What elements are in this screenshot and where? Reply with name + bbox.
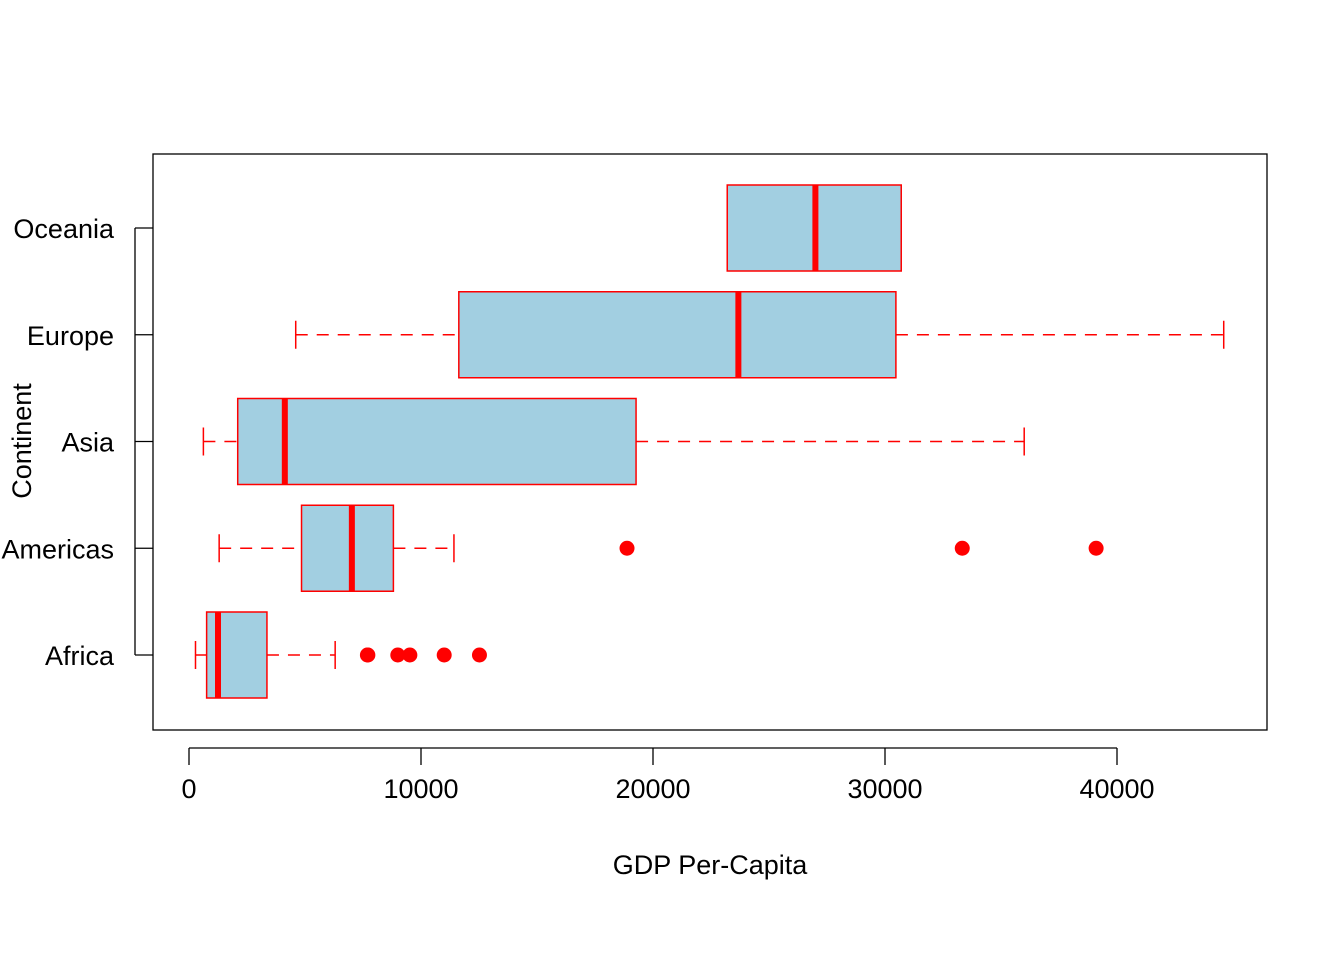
x-tick-label: 30000 [847,774,922,804]
box-oceania [726,184,902,272]
x-tick-label: 40000 [1079,774,1154,804]
y-tick-label: Oceania [13,214,115,244]
y-tick-label: Europe [27,321,114,351]
y-tick-label: Americas [1,534,114,564]
box-iqr [458,291,897,379]
x-axis: 0 10000 20000 30000 40000 [181,747,1155,804]
outlier-point [360,647,376,663]
x-tick-label: 10000 [383,774,458,804]
y-tick-label: Africa [45,641,115,671]
box-asia [202,397,1025,486]
outlier-point [619,540,635,556]
outlier-point [390,647,406,663]
outlier-point [436,647,452,663]
outlier-point [954,540,970,556]
box-americas [218,504,1104,592]
x-tick-label: 20000 [615,774,690,804]
box-iqr [300,504,395,592]
y-axis-label: Continent [7,383,37,499]
box-africa [194,611,487,699]
y-tick-label: Asia [61,428,115,458]
x-axis-label: GDP Per-Capita [613,850,809,880]
outlier-point [471,647,487,663]
outlier-point [1088,540,1104,556]
outlier-point [402,647,418,663]
x-tick-label: 0 [181,774,196,804]
box-iqr [236,397,637,486]
box-layer [194,184,1225,699]
y-axis: Africa Americas Asia Europe Oceania [1,214,153,671]
box-europe [294,291,1225,379]
